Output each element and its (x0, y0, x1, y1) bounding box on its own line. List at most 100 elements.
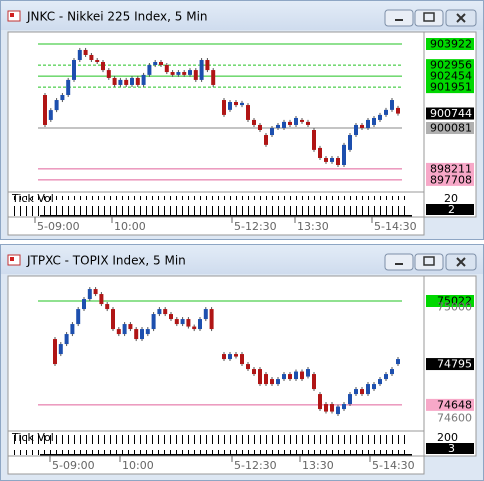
candle (222, 354, 226, 360)
price-label: 900081 (430, 122, 472, 135)
candle (348, 135, 352, 150)
volume-last-box (426, 204, 474, 215)
volume-scale: 20 (444, 192, 458, 205)
candle (306, 369, 310, 377)
price-label: 900744 (430, 107, 472, 120)
close-glyph (456, 257, 466, 267)
candle (112, 77, 117, 85)
candle (205, 60, 210, 71)
time-label: 13:30 (302, 459, 334, 472)
minimize-glyph (395, 19, 403, 21)
candle (48, 110, 53, 120)
candle (70, 324, 75, 335)
candle (342, 144, 346, 165)
price-label-box (426, 398, 474, 411)
candle (318, 147, 322, 158)
candle (170, 72, 175, 75)
candle (203, 309, 208, 320)
candle (186, 319, 191, 327)
candle (360, 124, 364, 129)
candle (366, 119, 370, 129)
candle (396, 359, 400, 365)
candle (66, 79, 71, 96)
price-label-box (426, 81, 474, 94)
candle (312, 374, 316, 390)
candle (106, 70, 111, 78)
price-label: 74600 (437, 412, 472, 425)
price-label: 897708 (430, 173, 472, 186)
candle (396, 107, 400, 114)
candle (234, 102, 238, 106)
candle (174, 319, 179, 325)
volume-label: Tick Vol (11, 431, 54, 444)
candle (258, 124, 262, 130)
candle (153, 61, 158, 66)
window-title: JTPXC - TOPIX Index, 5 Min (26, 254, 186, 268)
candle (188, 70, 192, 75)
candle (111, 309, 115, 330)
window-title: JNKC - Nikkei 225 Index, 5 Min (26, 10, 208, 24)
candle (264, 135, 268, 145)
volume-baseline (40, 454, 412, 456)
candle (336, 157, 340, 165)
minimize-button-box (384, 253, 414, 271)
volume-bars (14, 435, 410, 455)
price-label: 74648 (437, 398, 472, 411)
candle (384, 374, 388, 380)
candle (372, 384, 376, 390)
maximize-button-box (414, 9, 444, 27)
time-axis (7, 455, 425, 475)
close-button[interactable] (445, 9, 477, 27)
price-label-box (426, 59, 474, 72)
candle (366, 384, 370, 395)
candle (252, 119, 256, 125)
time-label: 5-09:00 (37, 220, 80, 233)
candle (140, 329, 144, 340)
minimize-glyph (395, 263, 403, 265)
time-label: 5-12:30 (234, 459, 277, 472)
candle (72, 60, 76, 80)
maximize-button[interactable] (414, 253, 444, 271)
volume-scale: 200 (437, 431, 458, 444)
candle (93, 289, 98, 295)
price-label-box (426, 38, 474, 51)
candle (294, 117, 298, 125)
time-label: 5-14:30 (372, 459, 415, 472)
candle (246, 105, 250, 120)
minimize-button[interactable] (384, 253, 414, 271)
maximize-button[interactable] (414, 9, 444, 27)
candle (234, 354, 238, 357)
candle (222, 100, 226, 115)
candle (77, 49, 82, 61)
candle (372, 117, 376, 125)
candle (294, 371, 298, 380)
candle (141, 74, 146, 85)
candle (276, 124, 280, 129)
candle (324, 157, 328, 162)
candle (43, 95, 47, 125)
candle (390, 100, 394, 110)
candle (53, 339, 57, 365)
close-glyph (456, 13, 466, 23)
price-label: 901951 (430, 81, 472, 94)
time-label: 10:00 (122, 459, 154, 472)
candle (101, 61, 105, 71)
price-label-box (426, 70, 474, 83)
candle (82, 299, 86, 310)
candle (378, 379, 382, 385)
candle (105, 304, 110, 310)
candle (330, 157, 334, 162)
minimize-button-box (384, 9, 414, 27)
candle (99, 294, 104, 305)
candle (228, 354, 232, 360)
close-button[interactable] (445, 253, 477, 271)
minimize-button[interactable] (384, 9, 414, 27)
candle (360, 389, 364, 395)
candle (270, 128, 274, 136)
candle (58, 344, 63, 355)
time-label: 5-12:30 (234, 220, 277, 233)
candle (384, 109, 388, 115)
window-icon-mark (10, 257, 14, 261)
candle (354, 124, 358, 136)
